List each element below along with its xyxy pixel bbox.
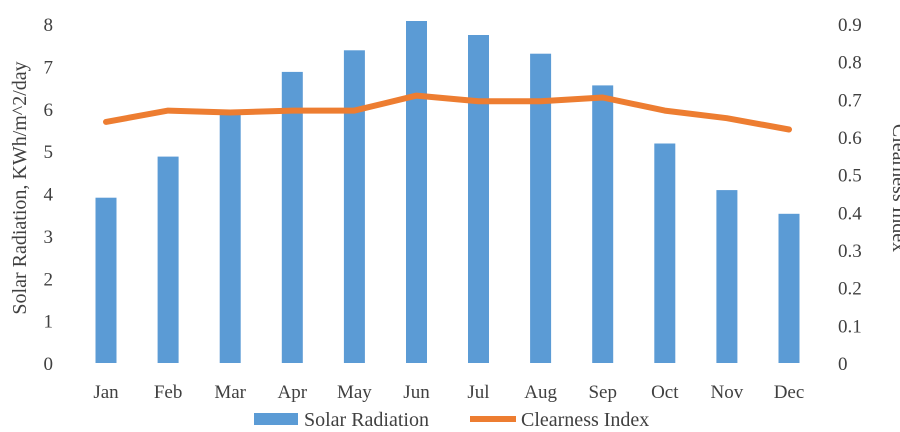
x-tick-label: Jun <box>403 382 430 403</box>
y2-axis-title: Clearness Index <box>888 124 900 252</box>
x-tick-label: Aug <box>524 382 557 403</box>
y2-tick-label: 0.7 <box>838 90 862 111</box>
y2-tick-label: 0.1 <box>838 316 862 337</box>
y2-tick-label: 0.6 <box>838 128 862 149</box>
y2-tick-label: 0.2 <box>838 279 862 300</box>
y-tick-label: 6 <box>44 100 54 121</box>
x-tick-label: Jan <box>93 382 119 403</box>
y2-tick-label: 0.9 <box>838 15 862 36</box>
y-tick-label: 2 <box>44 269 54 290</box>
bar-dec <box>778 213 800 363</box>
y2-tick-label: 0.8 <box>838 53 862 74</box>
y2-tick-label: 0.5 <box>838 166 862 187</box>
y-axis-title: Solar Radiation, KWh/m^2/day <box>9 61 31 314</box>
y2-tick-label: 0 <box>838 354 848 375</box>
bar-feb <box>157 156 179 363</box>
x-tick-label: Oct <box>651 382 679 403</box>
legend: Solar Radiation Clearness Index <box>254 409 649 431</box>
y2-tick-label: 0.3 <box>838 241 862 262</box>
bar-apr <box>281 71 303 364</box>
bar-sep <box>592 85 614 364</box>
x-tick-label: May <box>337 382 372 403</box>
legend-label-solar-radiation: Solar Radiation <box>304 409 429 431</box>
y-tick-label: 1 <box>44 312 54 333</box>
bar-may <box>343 50 365 364</box>
y-tick-label: 5 <box>44 142 54 163</box>
bar-nov <box>716 190 738 363</box>
bar-aug <box>530 53 552 363</box>
x-tick-label: Nov <box>711 382 744 403</box>
y-tick-label: 8 <box>44 15 54 36</box>
y-tick-label: 7 <box>44 57 54 78</box>
clearness-index-line <box>103 92 792 133</box>
x-tick-label: Feb <box>154 382 183 403</box>
bar-jul <box>468 35 489 363</box>
bar-jan <box>95 197 117 363</box>
y-tick-label: 4 <box>44 185 54 206</box>
left-axis-ticks: 0 1 2 3 4 5 6 7 8 <box>44 15 54 375</box>
x-tick-label: Jul <box>467 382 489 403</box>
x-tick-label: Mar <box>214 382 246 403</box>
bar-mar <box>219 113 241 363</box>
line-series <box>103 92 792 133</box>
legend-swatch-solar-radiation <box>254 413 298 425</box>
y2-tick-label: 0.4 <box>838 203 862 224</box>
x-tick-label: Sep <box>588 382 617 403</box>
right-axis-ticks: 0 0.1 0.2 0.3 0.4 0.5 0.6 0.7 0.8 0.9 <box>838 15 862 375</box>
x-axis-ticks: Jan Feb Mar Apr May Jun Jul Aug Sep Oct Nov Dec <box>93 382 804 403</box>
bar-oct <box>654 143 676 363</box>
legend-label-clearness-index: Clearness Index <box>521 409 649 431</box>
y-tick-label: 0 <box>44 354 54 375</box>
x-tick-label: Apr <box>278 382 308 403</box>
x-tick-label: Dec <box>774 382 805 403</box>
y-tick-label: 3 <box>44 227 54 248</box>
bar-series <box>95 21 800 364</box>
bar-jun <box>406 21 427 363</box>
